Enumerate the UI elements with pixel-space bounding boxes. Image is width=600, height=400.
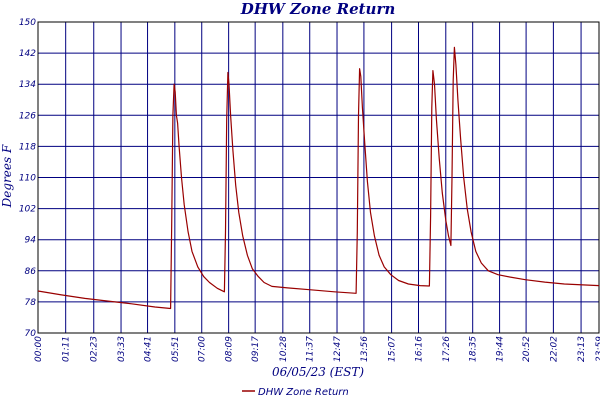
series-lines xyxy=(37,46,600,310)
x-tick-label: 15:07 xyxy=(388,336,398,362)
x-tick-label: 04:41 xyxy=(144,336,154,362)
x-tick-label: 02:23 xyxy=(90,336,100,362)
y-tick-label: 102 xyxy=(19,205,36,215)
x-tick-label: 18:35 xyxy=(469,336,479,362)
x-tick-label: 08:09 xyxy=(225,336,235,362)
y-tick-label: 118 xyxy=(19,142,36,152)
x-tick: 01:11 xyxy=(62,336,72,362)
x-tick: 19:44 xyxy=(496,336,506,362)
x-tick: 04:41 xyxy=(144,336,154,362)
series-line-dhw-zone-return xyxy=(37,46,600,310)
x-tick-label: 17:26 xyxy=(442,336,452,362)
x-tick-label: 20:52 xyxy=(522,336,532,362)
legend-label: DHW Zone Return xyxy=(258,387,349,398)
x-axis-ticks: 00:00 01:11 02:23 03:33 04:41 05:51 07:00 08:09… xyxy=(34,336,600,362)
x-tick: 07:00 xyxy=(198,336,208,362)
x-tick: 08:09 xyxy=(225,336,235,362)
y-tick-label: 150 xyxy=(19,18,36,28)
y-axis-ticks: 70 78 86 94 102 110 118 126 134 142 150 xyxy=(19,18,36,339)
y-tick-label: 134 xyxy=(19,80,36,90)
x-tick: 23:59 xyxy=(595,336,600,362)
y-tick-label: 70 xyxy=(25,329,37,339)
y-tick-label: 86 xyxy=(25,267,37,277)
x-tick: 11:37 xyxy=(306,336,316,362)
plot-area xyxy=(37,21,600,334)
x-tick-label: 11:37 xyxy=(306,336,316,362)
x-tick-label: 16:16 xyxy=(414,336,424,362)
x-tick: 10:28 xyxy=(279,336,289,362)
x-tick: 13:56 xyxy=(360,336,370,362)
x-tick: 18:35 xyxy=(469,336,479,362)
y-tick-label: 94 xyxy=(25,236,37,246)
x-tick: 20:52 xyxy=(522,336,532,362)
x-tick-label: 01:11 xyxy=(62,336,72,362)
y-tick-label: 142 xyxy=(19,49,36,59)
x-tick-label: 10:28 xyxy=(279,336,289,362)
y-tick-label: 126 xyxy=(19,111,36,121)
x-tick-label: 12:47 xyxy=(333,336,343,362)
grid-lines xyxy=(37,21,600,334)
x-tick: 05:51 xyxy=(171,336,181,362)
y-axis-title: Degrees F xyxy=(0,144,14,208)
x-tick-label: 22:02 xyxy=(549,336,559,362)
x-tick-label: 00:00 xyxy=(34,336,44,362)
x-tick-label: 09:17 xyxy=(251,336,261,362)
x-tick: 03:33 xyxy=(117,336,127,362)
x-tick-label: 13:56 xyxy=(360,336,370,362)
chart-title: DHW Zone Return xyxy=(240,0,396,18)
x-tick-label: 19:44 xyxy=(496,336,506,362)
x-axis-title: 06/05/23 (EST) xyxy=(272,365,364,379)
y-tick-label: 78 xyxy=(25,298,37,308)
y-tick-label: 110 xyxy=(19,174,36,184)
x-tick: 12:47 xyxy=(333,336,343,362)
x-tick: 02:23 xyxy=(90,336,100,362)
x-tick-label: 23:13 xyxy=(577,336,587,362)
x-tick-label: 23:59 xyxy=(595,336,600,362)
x-tick-label: 05:51 xyxy=(171,336,181,362)
x-tick: 17:26 xyxy=(442,336,452,362)
x-tick: 23:13 xyxy=(577,336,587,362)
x-tick: 00:00 xyxy=(34,336,44,362)
x-tick-label: 03:33 xyxy=(117,336,127,362)
x-tick: 15:07 xyxy=(388,336,398,362)
x-tick: 16:16 xyxy=(414,336,424,362)
x-tick: 09:17 xyxy=(251,336,261,362)
x-tick: 22:02 xyxy=(549,336,559,362)
x-tick-label: 07:00 xyxy=(198,336,208,362)
